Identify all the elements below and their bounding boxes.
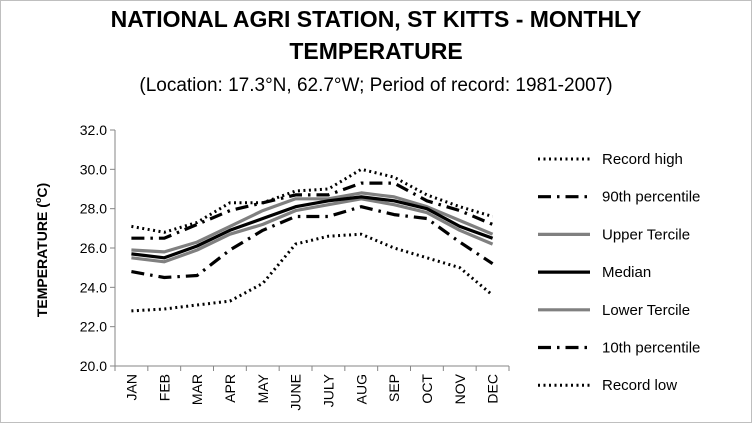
chart-series-layer (131, 167, 494, 313)
y-tick-label: 32.0 (80, 122, 107, 138)
legend-label: Lower Tercile (602, 302, 690, 319)
x-tick-label: MAY (255, 373, 271, 403)
x-tick-label: APR (222, 374, 238, 403)
legend-label: Median (602, 264, 651, 281)
x-tick-label: AUG (353, 374, 369, 404)
series-line-lower-tercile (131, 197, 494, 264)
series-line-record-high (131, 167, 494, 234)
x-tick-label: OCT (419, 374, 435, 404)
x-tick-label: JUNE (288, 374, 304, 411)
legend-label: 10th percentile (602, 340, 700, 357)
y-tick-label: 28.0 (80, 201, 107, 217)
series-line-90th-percentile (131, 181, 494, 240)
chart-legend: Record high 90th percentile Upper Tercile M… (538, 151, 700, 394)
y-axis-label: TEMPERATURE (oC) (33, 183, 50, 317)
y-tick-label: 24.0 (80, 279, 107, 295)
legend-label: Record low (602, 377, 677, 394)
y-tick-label: 20.0 (80, 358, 107, 374)
x-tick-label: MAR (189, 374, 205, 405)
chart-title-line-2: TEMPERATURE (289, 38, 463, 64)
y-tick-label: 30.0 (80, 161, 107, 177)
x-tick-label: JAN (123, 374, 139, 400)
y-axis-label-main: TEMPERATURE ( (34, 203, 50, 317)
chart-title-line-1: NATIONAL AGRI STATION, ST KITTS - MONTHL… (110, 6, 642, 32)
x-tick-label: DEC (485, 374, 501, 404)
series-line-10th-percentile (131, 205, 494, 280)
chart-axes: 20.0 22.0 24.0 26.0 28.0 30.0 32.0 JAN FEB MAR APR… (80, 122, 510, 411)
series-line-median (131, 195, 494, 260)
y-tick-label: 22.0 (80, 319, 107, 335)
y-axis-label-end: C) (34, 183, 50, 198)
y-axis-label-superscript: o (33, 197, 43, 203)
x-tick-label: FEB (156, 374, 172, 401)
legend-label: Record high (602, 151, 683, 168)
x-tick-label: NOV (452, 373, 468, 404)
series-line-record-low (131, 232, 494, 313)
legend-label: Upper Tercile (602, 226, 690, 243)
series-line-upper-tercile (131, 191, 494, 254)
legend-label: 90th percentile (602, 189, 700, 206)
x-tick-label: SEP (386, 374, 402, 402)
y-tick-label: 26.0 (80, 240, 107, 256)
chart-subtitle: (Location: 17.3°N, 62.7°W; Period of rec… (139, 75, 613, 96)
x-tick-label: JULY (320, 373, 336, 407)
